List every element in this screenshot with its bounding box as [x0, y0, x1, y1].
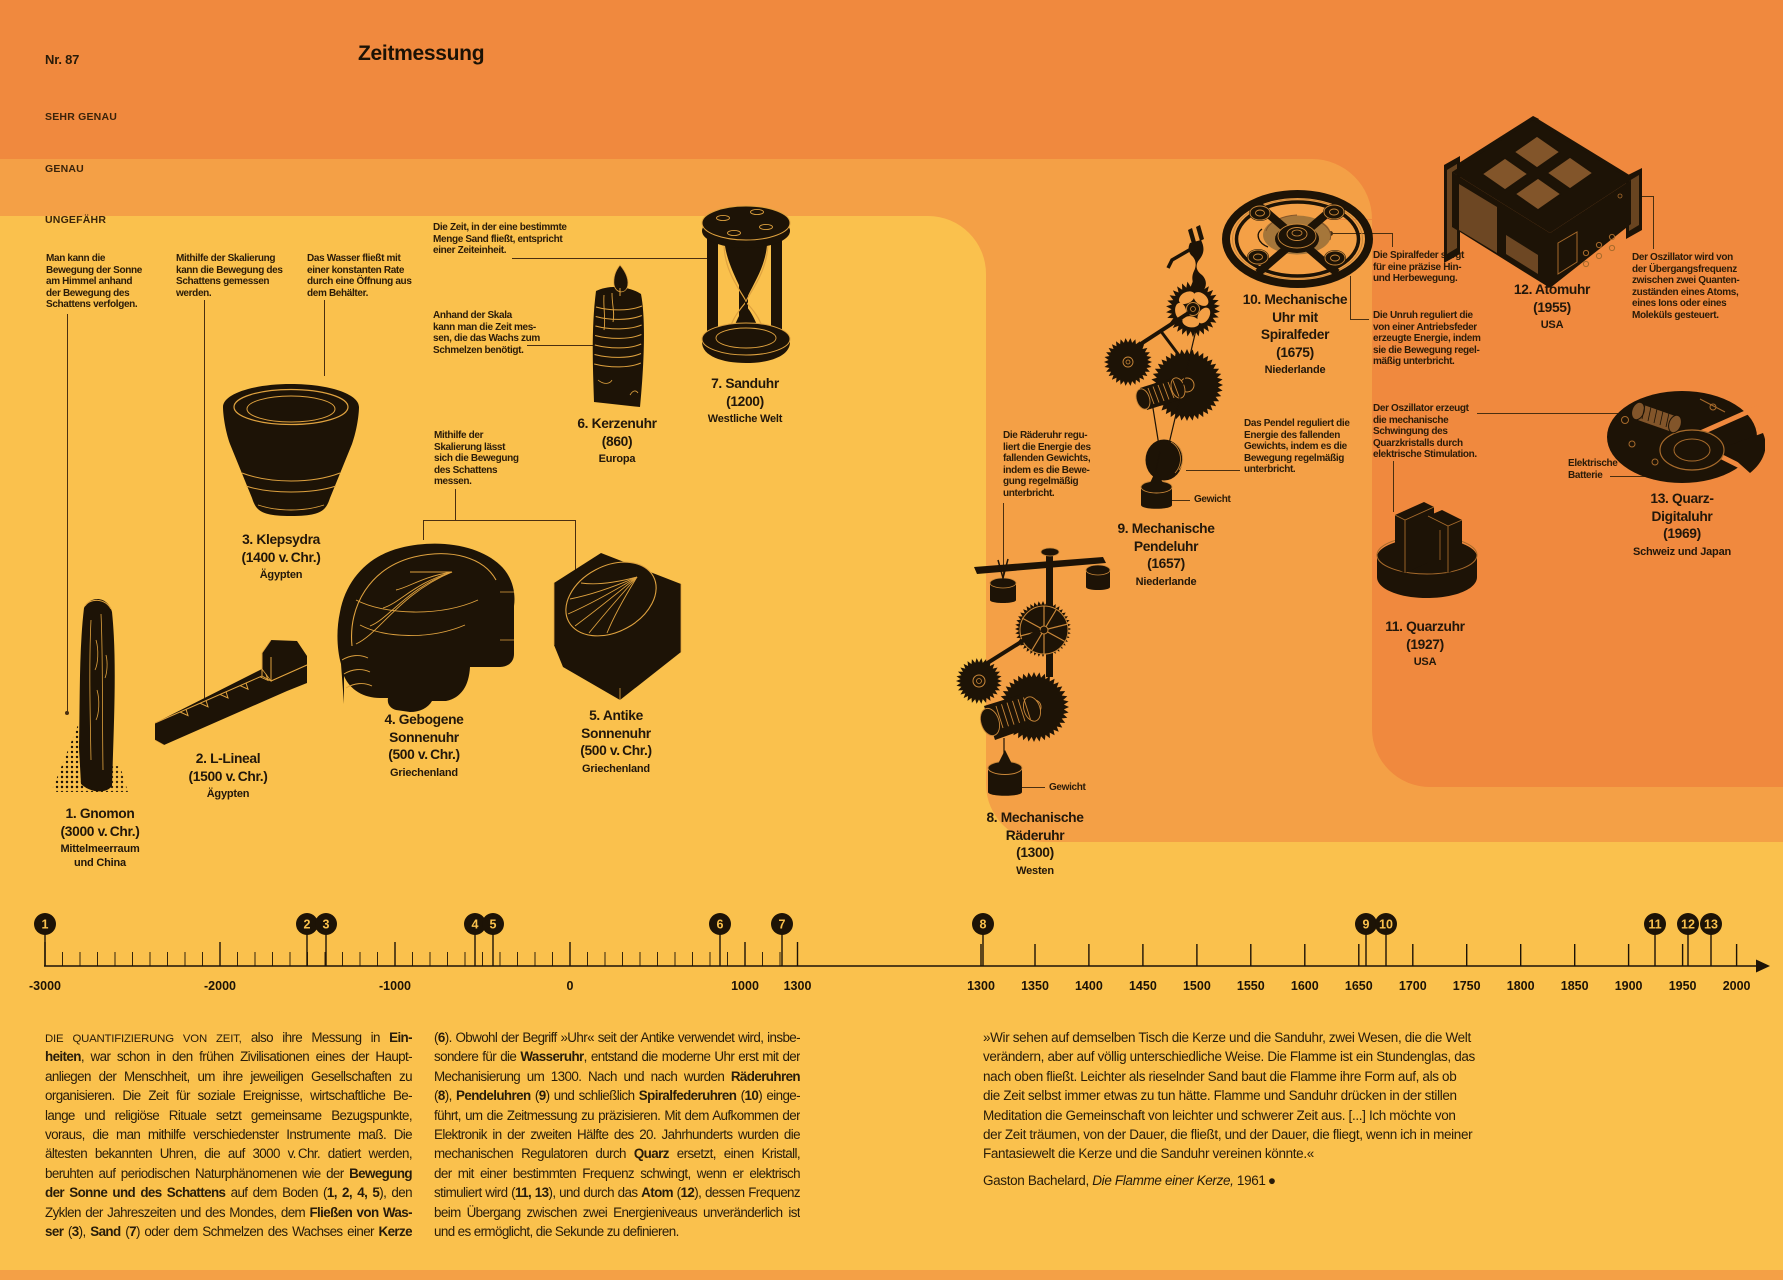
- svg-text:1450: 1450: [1129, 979, 1157, 993]
- svg-text:5: 5: [490, 918, 497, 932]
- svg-text:1650: 1650: [1345, 979, 1373, 993]
- svg-text:1000: 1000: [731, 979, 759, 993]
- svg-text:11: 11: [1648, 918, 1661, 932]
- svg-text:12: 12: [1681, 918, 1695, 932]
- svg-text:2000: 2000: [1723, 979, 1751, 993]
- svg-text:1500: 1500: [1183, 979, 1211, 993]
- svg-text:0: 0: [567, 979, 574, 993]
- svg-text:8: 8: [980, 918, 987, 932]
- svg-text:9: 9: [1363, 918, 1370, 932]
- svg-text:4: 4: [472, 918, 479, 932]
- svg-text:1550: 1550: [1237, 979, 1265, 993]
- svg-text:1700: 1700: [1399, 979, 1427, 993]
- svg-text:6: 6: [717, 918, 724, 932]
- svg-text:-3000: -3000: [29, 979, 61, 993]
- svg-text:1300: 1300: [967, 979, 995, 993]
- svg-text:1900: 1900: [1615, 979, 1643, 993]
- svg-text:2: 2: [304, 918, 311, 932]
- svg-text:1350: 1350: [1021, 979, 1049, 993]
- svg-text:1300: 1300: [784, 979, 812, 993]
- svg-text:1800: 1800: [1507, 979, 1535, 993]
- svg-text:1750: 1750: [1453, 979, 1481, 993]
- svg-text:1950: 1950: [1669, 979, 1697, 993]
- svg-text:1600: 1600: [1291, 979, 1319, 993]
- svg-text:-2000: -2000: [204, 979, 236, 993]
- svg-text:-1000: -1000: [379, 979, 411, 993]
- svg-text:10: 10: [1379, 918, 1393, 932]
- svg-text:13: 13: [1704, 918, 1718, 932]
- svg-text:7: 7: [779, 918, 786, 932]
- svg-text:3: 3: [323, 918, 330, 932]
- svg-text:1: 1: [42, 918, 49, 932]
- svg-text:1850: 1850: [1561, 979, 1589, 993]
- svg-text:1400: 1400: [1075, 979, 1103, 993]
